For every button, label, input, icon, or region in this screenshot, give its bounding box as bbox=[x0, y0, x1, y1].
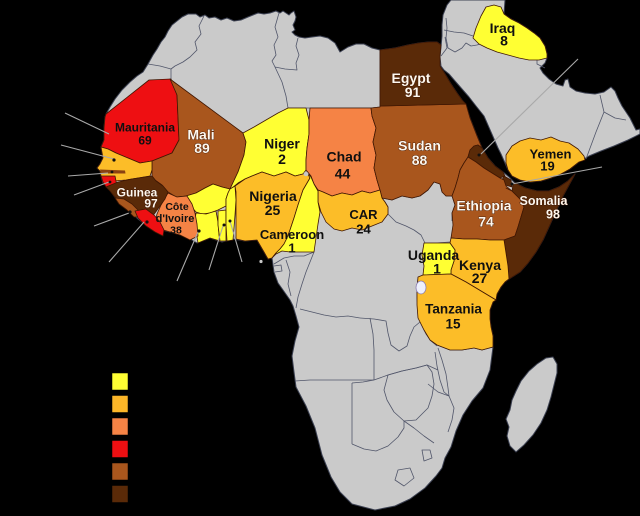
svg-text:Yemen: Yemen bbox=[530, 147, 572, 162]
svg-text:Niger: Niger bbox=[264, 136, 300, 152]
svg-text:2: 2 bbox=[278, 151, 286, 167]
svg-text:44: 44 bbox=[335, 166, 351, 182]
svg-text:d'Ivoire: d'Ivoire bbox=[156, 213, 195, 225]
svg-text:27: 27 bbox=[472, 270, 488, 286]
svg-text:Sudan: Sudan bbox=[398, 138, 441, 154]
svg-text:38: 38 bbox=[170, 225, 182, 237]
svg-text:91: 91 bbox=[405, 84, 421, 100]
svg-text:Ethiopia: Ethiopia bbox=[456, 198, 511, 214]
svg-text:CAR: CAR bbox=[349, 207, 378, 222]
svg-text:Kenya: Kenya bbox=[459, 257, 501, 273]
svg-text:8: 8 bbox=[500, 33, 508, 49]
svg-text:Mauritania: Mauritania bbox=[115, 120, 175, 134]
svg-text:97: 97 bbox=[144, 196, 158, 210]
svg-text:89: 89 bbox=[194, 140, 210, 156]
svg-text:Uganda: Uganda bbox=[408, 247, 460, 263]
svg-text:1: 1 bbox=[433, 261, 441, 277]
svg-text:Somalia: Somalia bbox=[520, 194, 569, 208]
svg-text:Cameroon: Cameroon bbox=[260, 227, 324, 242]
svg-text:Côte: Côte bbox=[165, 201, 188, 213]
svg-text:24: 24 bbox=[356, 222, 371, 237]
svg-text:25: 25 bbox=[265, 202, 281, 218]
svg-text:74: 74 bbox=[478, 214, 494, 230]
svg-text:1: 1 bbox=[288, 241, 295, 256]
svg-text:69: 69 bbox=[138, 133, 152, 147]
svg-text:15: 15 bbox=[445, 316, 461, 331]
svg-text:Guinea: Guinea bbox=[117, 185, 158, 199]
svg-text:Tanzania: Tanzania bbox=[425, 301, 482, 316]
svg-text:Mali: Mali bbox=[187, 127, 214, 143]
svg-text:Iraq: Iraq bbox=[490, 20, 516, 36]
svg-text:Chad: Chad bbox=[327, 149, 362, 165]
svg-text:19: 19 bbox=[540, 159, 554, 174]
svg-text:98: 98 bbox=[546, 207, 560, 221]
svg-text:Nigeria: Nigeria bbox=[249, 188, 297, 204]
svg-text:Egypt: Egypt bbox=[392, 70, 431, 86]
svg-text:88: 88 bbox=[412, 152, 428, 168]
